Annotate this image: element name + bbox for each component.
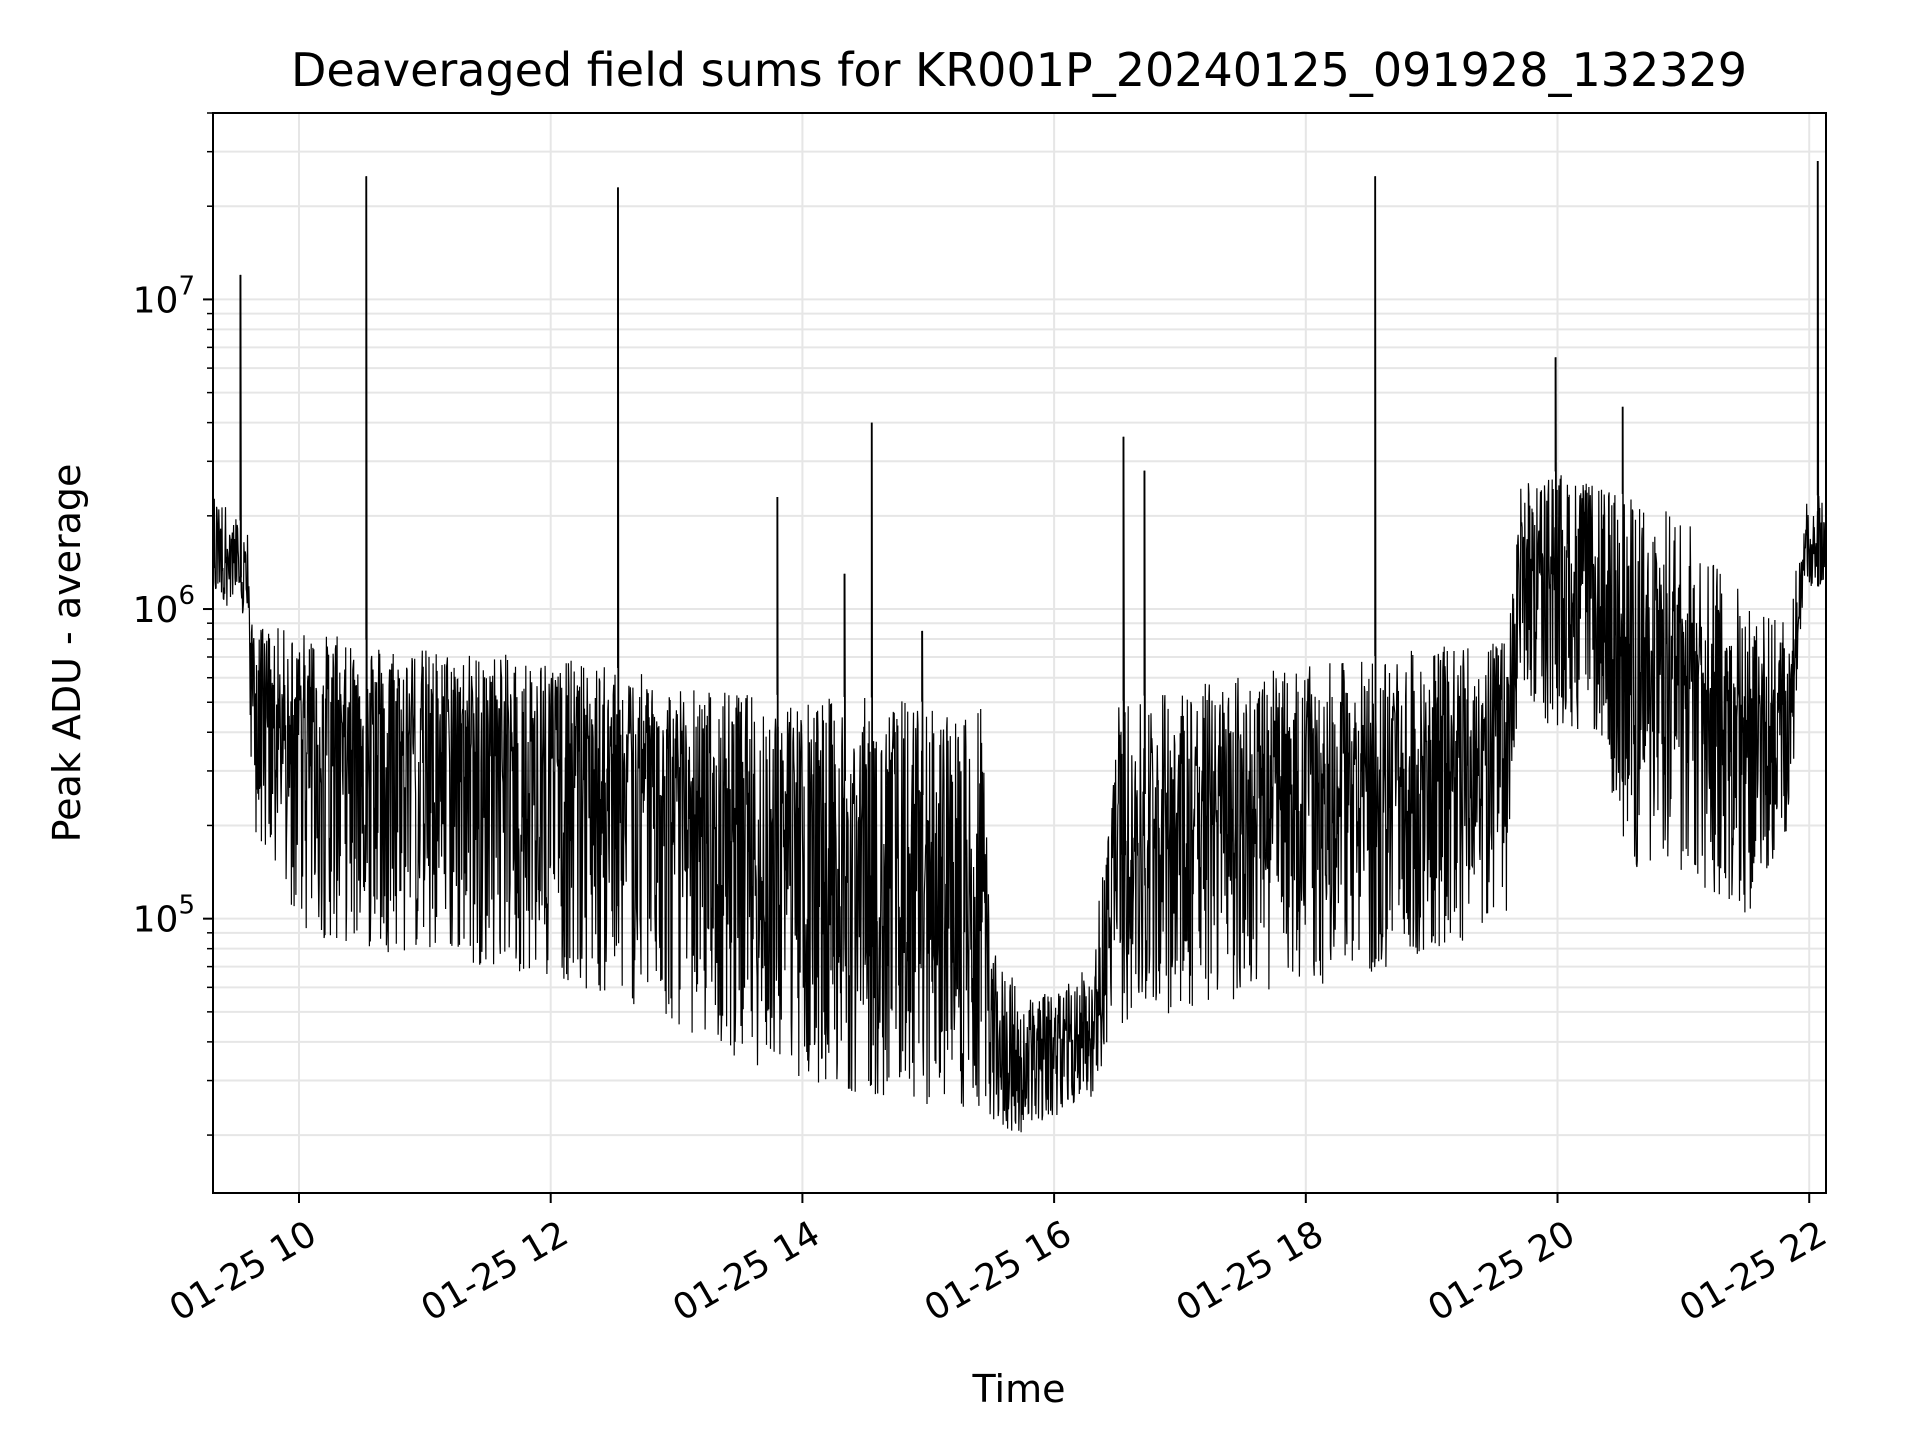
y-tick-label: 105 — [133, 891, 195, 941]
data-series — [212, 160, 1827, 1133]
y-tick-label: 106 — [133, 581, 195, 631]
chart-title: Deaveraged field sums for KR001P_2024012… — [291, 43, 1747, 97]
plot-frame — [212, 112, 1827, 1194]
x-axis-label: Time — [972, 1367, 1066, 1411]
y-axis-label: Peak ADU - average — [45, 464, 89, 843]
data-line — [212, 160, 1827, 1133]
y-tick-label: 107 — [133, 271, 195, 321]
